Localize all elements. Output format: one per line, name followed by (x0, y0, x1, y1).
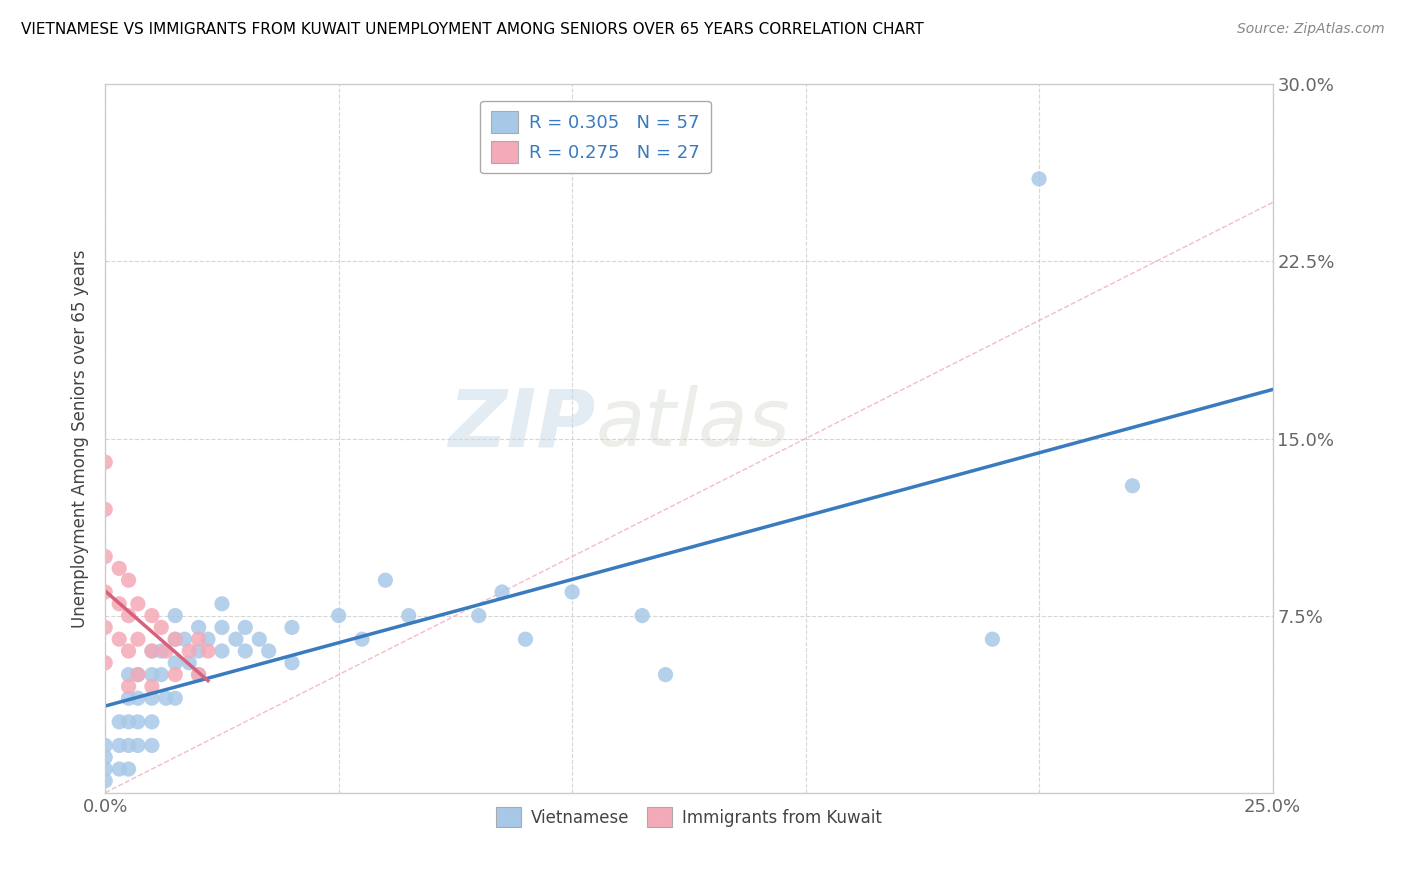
Text: atlas: atlas (596, 385, 790, 463)
Point (117, 691, 139, 706)
Point (233, 620, 256, 634)
Point (165, 691, 187, 706)
Point (247, 632, 270, 647)
Point (141, 608, 163, 623)
Point (108, 762, 131, 776)
Point (94, 585, 117, 599)
Point (127, 667, 149, 681)
Point (141, 714, 163, 729)
Point (187, 620, 209, 634)
Point (211, 597, 233, 611)
Point (165, 632, 187, 647)
Point (94, 762, 117, 776)
Point (94, 739, 117, 753)
Point (117, 644, 139, 658)
Point (127, 714, 149, 729)
Point (187, 667, 209, 681)
Point (117, 667, 139, 681)
Point (127, 632, 149, 647)
Point (94, 455, 117, 469)
Point (257, 644, 280, 658)
Point (94, 549, 117, 564)
Point (127, 597, 149, 611)
Point (197, 644, 219, 658)
Point (398, 608, 420, 623)
Point (117, 573, 139, 587)
Text: ZIP: ZIP (449, 385, 596, 463)
Point (108, 739, 131, 753)
Point (1121, 479, 1143, 493)
Point (187, 644, 209, 658)
Point (141, 691, 163, 706)
Point (211, 620, 233, 634)
Y-axis label: Unemployment Among Seniors over 65 years: Unemployment Among Seniors over 65 years (72, 249, 89, 628)
Point (94, 773, 117, 788)
Point (491, 585, 513, 599)
Point (94, 502, 117, 516)
Point (211, 644, 233, 658)
Point (981, 632, 1004, 647)
Point (173, 632, 195, 647)
Point (127, 667, 149, 681)
Point (94, 656, 117, 670)
Point (165, 667, 187, 681)
Text: Source: ZipAtlas.com: Source: ZipAtlas.com (1237, 22, 1385, 37)
Point (374, 573, 396, 587)
Point (141, 680, 163, 694)
Point (127, 739, 149, 753)
Point (150, 644, 173, 658)
Point (165, 656, 187, 670)
Point (108, 597, 131, 611)
Point (233, 644, 256, 658)
Point (94, 750, 117, 764)
Point (281, 656, 304, 670)
Point (117, 762, 139, 776)
Point (117, 608, 139, 623)
Point (94, 620, 117, 634)
Point (117, 680, 139, 694)
Point (141, 644, 163, 658)
Point (127, 691, 149, 706)
Point (179, 656, 201, 670)
Point (108, 714, 131, 729)
Point (187, 667, 209, 681)
Point (187, 632, 209, 647)
Point (165, 632, 187, 647)
Point (155, 691, 177, 706)
Point (350, 632, 373, 647)
Point (515, 632, 537, 647)
Text: VIETNAMESE VS IMMIGRANTS FROM KUWAIT UNEMPLOYMENT AMONG SENIORS OVER 65 YEARS CO: VIETNAMESE VS IMMIGRANTS FROM KUWAIT UNE… (21, 22, 924, 37)
Point (468, 608, 491, 623)
Point (225, 632, 247, 647)
Point (117, 739, 139, 753)
Point (631, 608, 654, 623)
Point (281, 620, 304, 634)
Point (117, 714, 139, 729)
Point (1028, 172, 1050, 186)
Legend: Vietnamese, Immigrants from Kuwait: Vietnamese, Immigrants from Kuwait (489, 800, 889, 834)
Point (179, 644, 201, 658)
Point (150, 620, 173, 634)
Point (165, 608, 187, 623)
Point (197, 632, 219, 647)
Point (155, 644, 177, 658)
Point (654, 667, 676, 681)
Point (561, 585, 583, 599)
Point (141, 667, 163, 681)
Point (328, 608, 350, 623)
Point (141, 739, 163, 753)
Point (141, 644, 163, 658)
Point (150, 667, 173, 681)
Point (108, 632, 131, 647)
Point (108, 561, 131, 575)
